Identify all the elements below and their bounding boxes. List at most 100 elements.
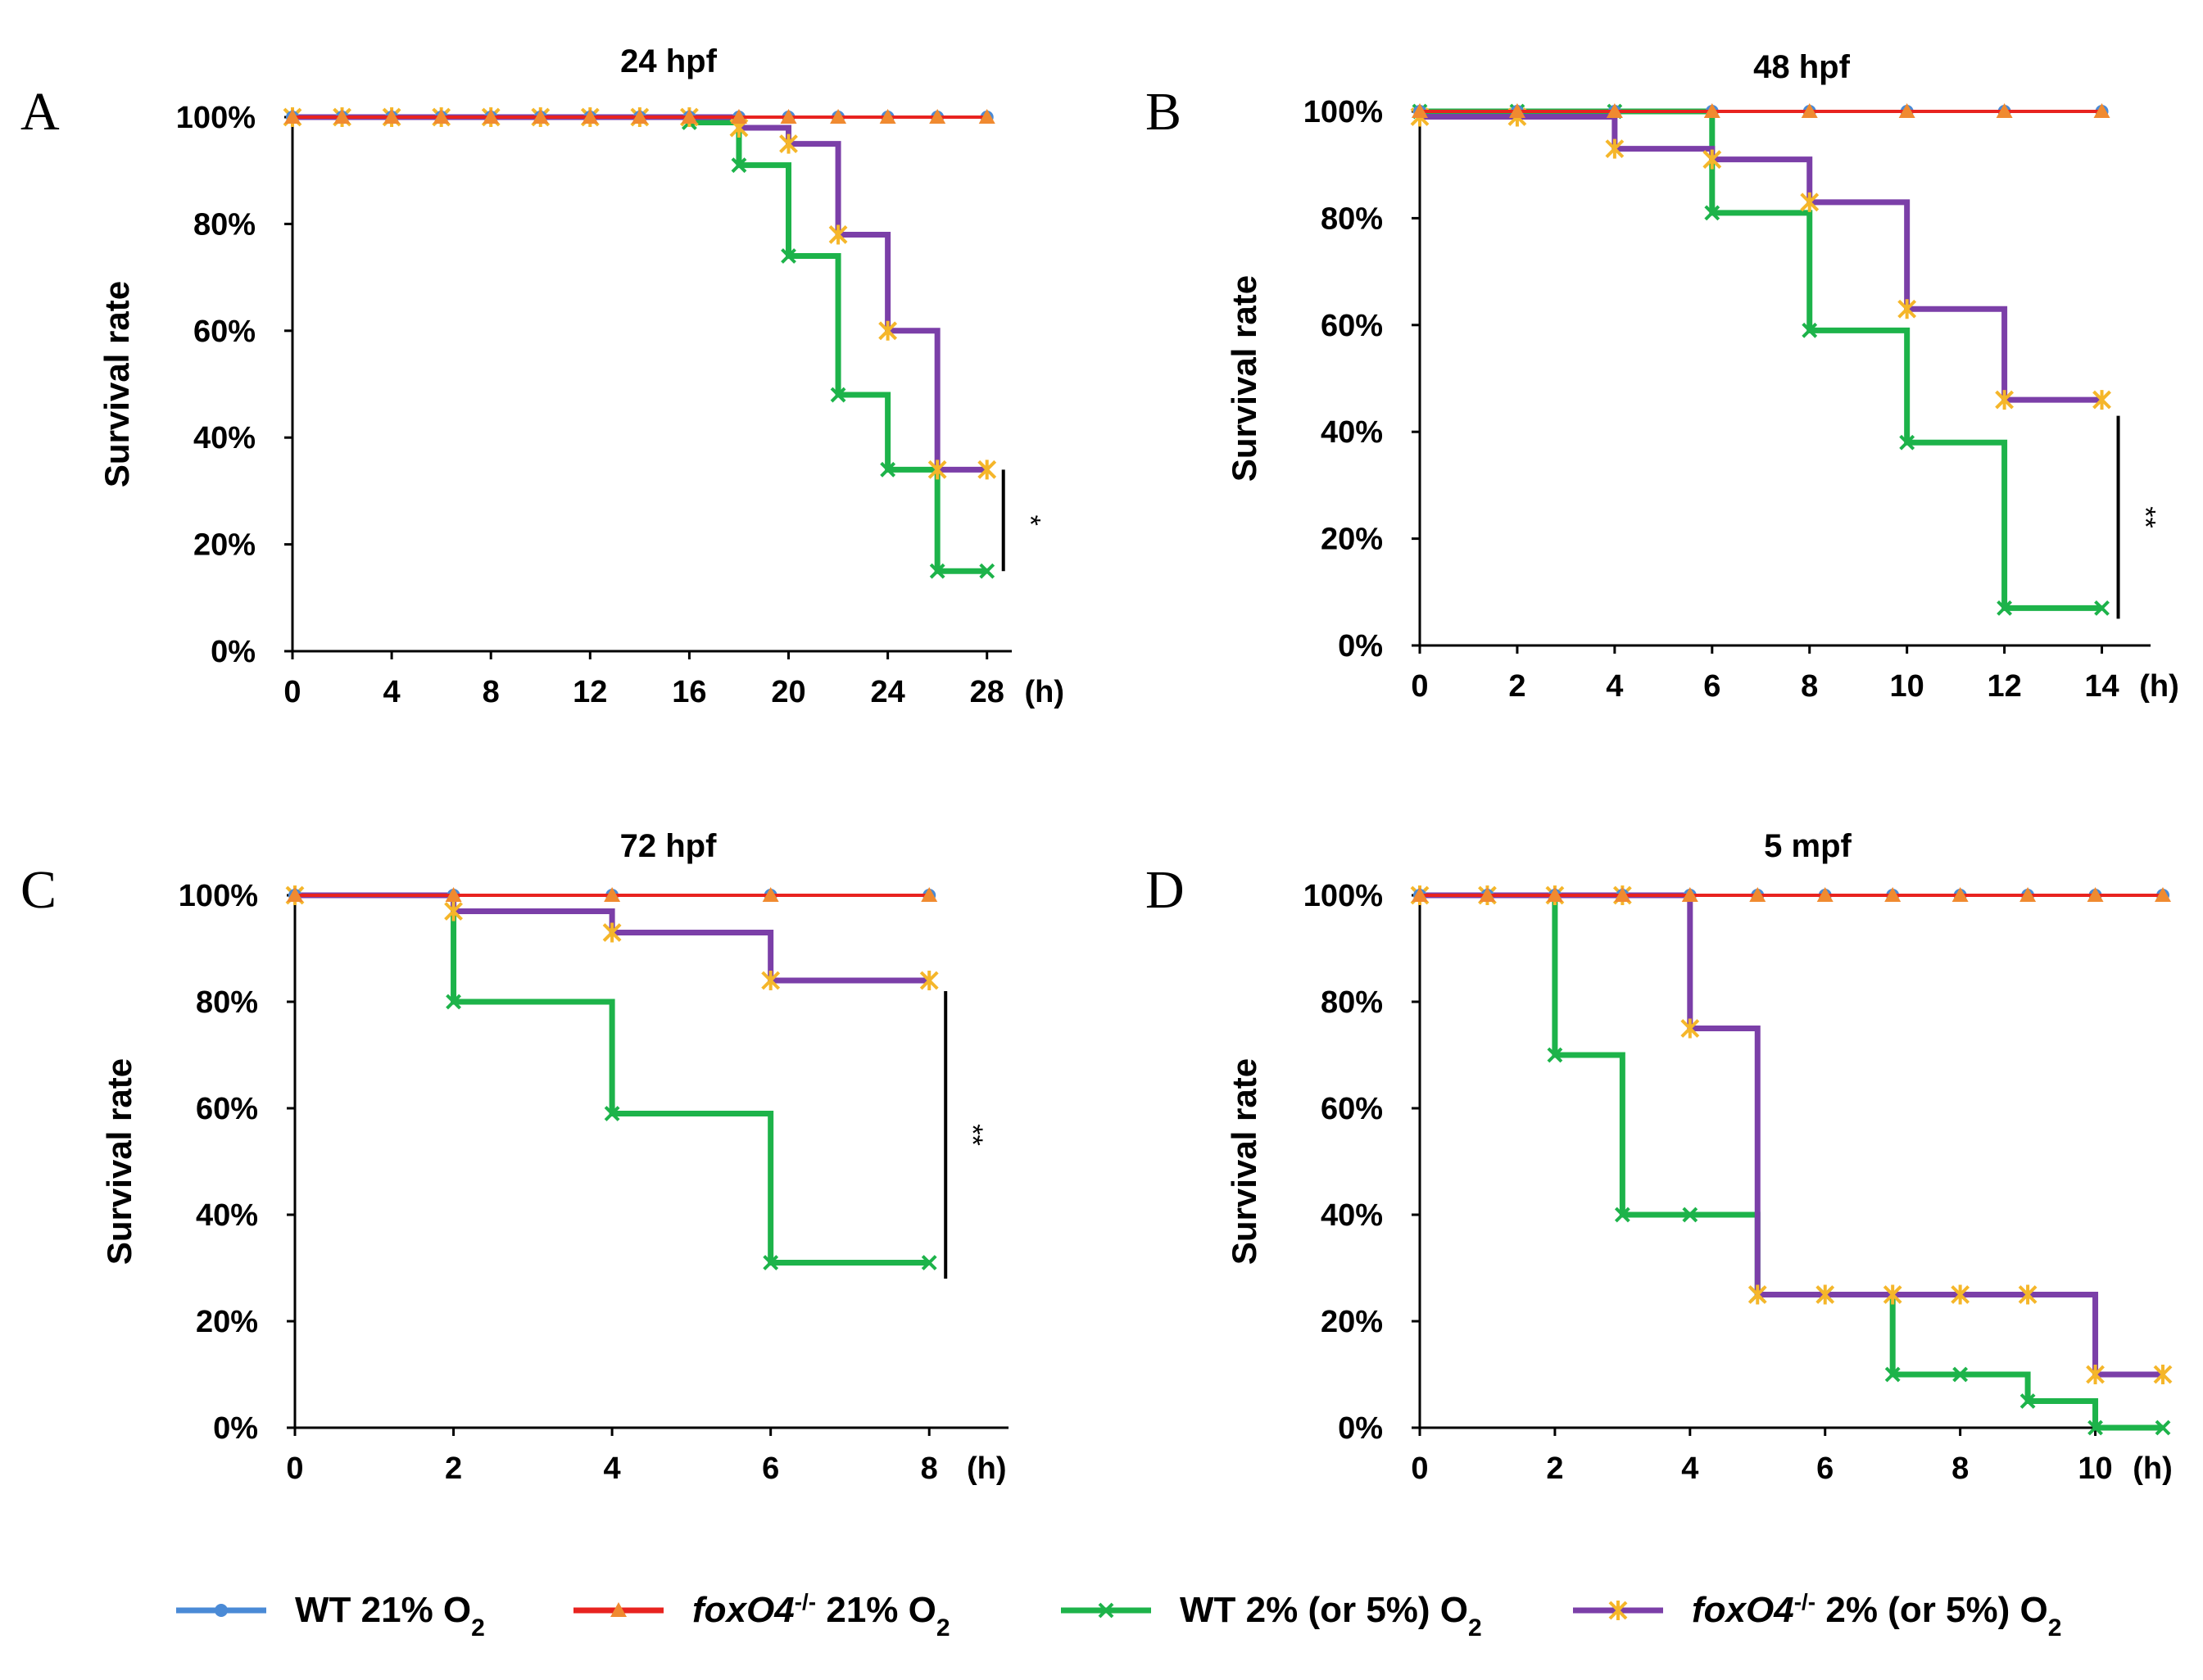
data-point (927, 460, 947, 480)
data-point (383, 109, 401, 124)
data-point (1681, 887, 1698, 902)
data-point (1884, 1366, 1901, 1383)
legend-main: 21% O (816, 1590, 936, 1630)
x-tick-label: 8 (1951, 1451, 1969, 1486)
data-point (979, 563, 995, 579)
chart-title: 48 hpf (1753, 49, 1850, 85)
data-point (610, 1602, 627, 1617)
data-point (1897, 299, 1917, 319)
chart-title: 72 hpf (620, 828, 717, 864)
data-point (1951, 887, 1969, 902)
series-line (1420, 892, 2163, 1378)
data-point (1816, 887, 1834, 902)
data-point (1412, 103, 1428, 118)
y-tick-label: 80% (1321, 202, 1383, 236)
data-point (1680, 1018, 1700, 1039)
x-tick-label: 0 (1411, 669, 1428, 704)
legend-sub: 2 (1468, 1614, 1482, 1642)
y-tick-label: 0% (1338, 1411, 1383, 1446)
series-ko2 (1410, 885, 2173, 1384)
series-line (1420, 114, 2102, 403)
y-tick-label: 20% (1321, 1305, 1383, 1339)
legend-label: foxO4-/- 2% (or 5%) O2 (1692, 1589, 2061, 1642)
y-tick-label: 20% (196, 1305, 258, 1339)
y-tick-label: 60% (1321, 1092, 1383, 1126)
data-point (830, 109, 847, 124)
data-point (2094, 600, 2110, 616)
data-point (761, 971, 781, 990)
data-point (1815, 1284, 1835, 1305)
data-point (929, 109, 946, 124)
data-point (604, 1106, 620, 1121)
data-point (1883, 1284, 1902, 1305)
y-axis-label: Survival rate (1225, 1058, 1263, 1265)
data-point (929, 563, 945, 579)
data-point (2153, 1365, 2173, 1384)
chart-title: 24 hpf (620, 43, 717, 79)
y-tick-label: 100% (1303, 95, 1383, 129)
data-point (631, 109, 648, 124)
data-point (2155, 887, 2171, 902)
data-point (2092, 390, 2111, 410)
data-point (1800, 192, 1820, 212)
legend-main: WT 2% (or 5%) O (1180, 1590, 1468, 1630)
data-point (333, 109, 351, 124)
data-point (1703, 103, 1720, 118)
panel-b: B 48 hpf 0% 20% 40% 60% 80% 100% 0 2 4 6 8 10 12 14 (h) S… (1145, 49, 2179, 704)
data-point (2087, 887, 2104, 902)
series-line (1420, 108, 2102, 611)
data-point (445, 887, 462, 902)
data-point (1608, 1601, 1628, 1620)
series-line (1420, 892, 2163, 1431)
x-tick-label: 12 (573, 675, 607, 709)
x-tick-label: 6 (762, 1451, 779, 1486)
panel-letter: C (20, 860, 57, 920)
data-point (2093, 103, 2110, 118)
legend-sub: 2 (2048, 1614, 2062, 1642)
y-tick-label: 20% (193, 528, 256, 563)
data-point (284, 109, 301, 124)
x-tick-label: 12 (1987, 669, 2021, 704)
x-tick-label: 14 (2084, 669, 2119, 704)
data-point (977, 460, 997, 480)
y-tick-label: 100% (1303, 879, 1383, 913)
y-tick-label: 40% (1321, 415, 1383, 450)
data-point (287, 887, 303, 902)
panel-d: D 5 mpf 0% 20% 40% 60% 80% 100% 0 2 4 6 8 10 (h) Surviv… (1145, 828, 2173, 1486)
data-point (2019, 1393, 2036, 1409)
x-tick-label: 20 (771, 675, 805, 709)
x-tick-label: 2 (1508, 669, 1525, 704)
data-point (2018, 1284, 2038, 1305)
y-tick-label: 40% (1321, 1198, 1383, 1233)
legend-label: WT 21% O2 (295, 1590, 485, 1642)
panel-letter: B (1145, 82, 1181, 142)
series-wt2 (287, 887, 937, 1270)
y-tick-label: 100% (176, 101, 256, 135)
data-point (1614, 1207, 1630, 1223)
x-tick-label: 0 (286, 1451, 303, 1486)
x-tick-label: 6 (1816, 1451, 1834, 1486)
y-tick-label: 80% (1321, 985, 1383, 1020)
panel-a: A 24 hpf 0% 20% 40% 60% 80% 100% 0 4 8 12 16 20 24 28 (h… (20, 43, 1064, 709)
data-point (880, 461, 896, 478)
x-tick-label: 2 (1546, 1451, 1563, 1486)
data-point (921, 1255, 937, 1270)
y-tick-label: 40% (196, 1198, 258, 1233)
data-point (2087, 1420, 2103, 1436)
legend-item: WT 21% O2 (176, 1590, 485, 1642)
legend-item: foxO4-/- 21% O2 (573, 1589, 950, 1642)
panel-letter: D (1145, 860, 1185, 920)
legend-item: WT 2% (or 5%) O2 (1061, 1590, 1482, 1642)
data-point (731, 157, 747, 174)
series-ko2 (1410, 106, 2111, 410)
legend: WT 21% O2 foxO4-/- 21% O2 WT 2% (or 5%) O2… (176, 1589, 2061, 1642)
data-point (1884, 887, 1902, 902)
legend-sub: 2 (471, 1614, 485, 1642)
data-point (878, 320, 898, 341)
data-point (1508, 103, 1525, 118)
data-point (1614, 887, 1631, 902)
data-point (779, 134, 798, 154)
x-tick-label: 28 (970, 675, 1004, 709)
data-point (919, 971, 939, 990)
